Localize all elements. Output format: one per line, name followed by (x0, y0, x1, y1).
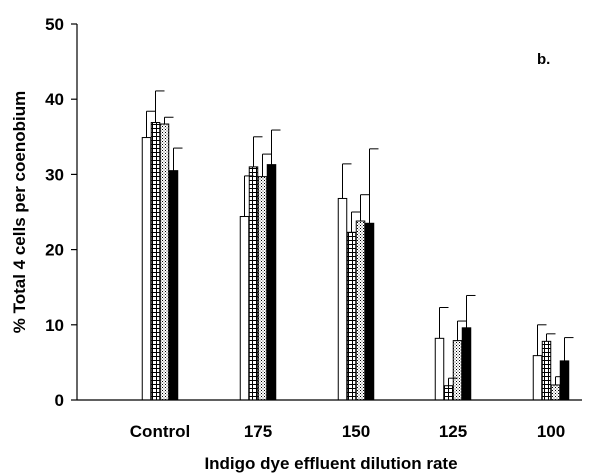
bar (266, 164, 277, 401)
x-tick-label: 100 (537, 422, 565, 441)
y-tick-label: 40 (45, 90, 64, 109)
bar (337, 197, 348, 401)
bar (461, 327, 472, 401)
bar (541, 340, 552, 401)
y-tick-label: 30 (45, 165, 64, 184)
x-tick-label: 125 (439, 422, 467, 441)
bar (443, 385, 454, 401)
y-axis-ticks: 0 10 20 30 40 50 (45, 15, 77, 410)
x-axis-tick-labels: Control 175 150 125 100 (130, 422, 565, 441)
bar (364, 222, 375, 401)
x-axis-label: Indigo dye effluent dilution rate (204, 454, 457, 473)
bars (141, 122, 570, 401)
bar (248, 166, 259, 401)
bar (452, 340, 463, 401)
x-tick-label: Control (130, 422, 190, 441)
y-axis-label: % Total 4 cells per coenobium (10, 91, 29, 333)
y-tick-label: 20 (45, 241, 64, 260)
panel-label: b. (537, 51, 550, 68)
y-tick-label: 50 (45, 15, 64, 34)
bar (257, 176, 268, 401)
bar (355, 220, 366, 401)
bar (150, 122, 161, 401)
bar (559, 360, 570, 401)
bar (141, 137, 152, 401)
bar (159, 123, 170, 401)
error-bars (146, 90, 574, 386)
bar (168, 170, 179, 401)
bar (346, 231, 357, 401)
bar (239, 216, 250, 401)
plot-area: 0 10 20 30 40 50 Control 175 150 125 100 (45, 15, 582, 441)
y-tick-label: 10 (45, 316, 64, 335)
y-tick-label: 0 (55, 391, 64, 410)
bar (532, 355, 543, 401)
bar (550, 384, 561, 401)
x-tick-label: 175 (244, 422, 272, 441)
bar (434, 337, 445, 401)
x-tick-label: 150 (342, 422, 370, 441)
